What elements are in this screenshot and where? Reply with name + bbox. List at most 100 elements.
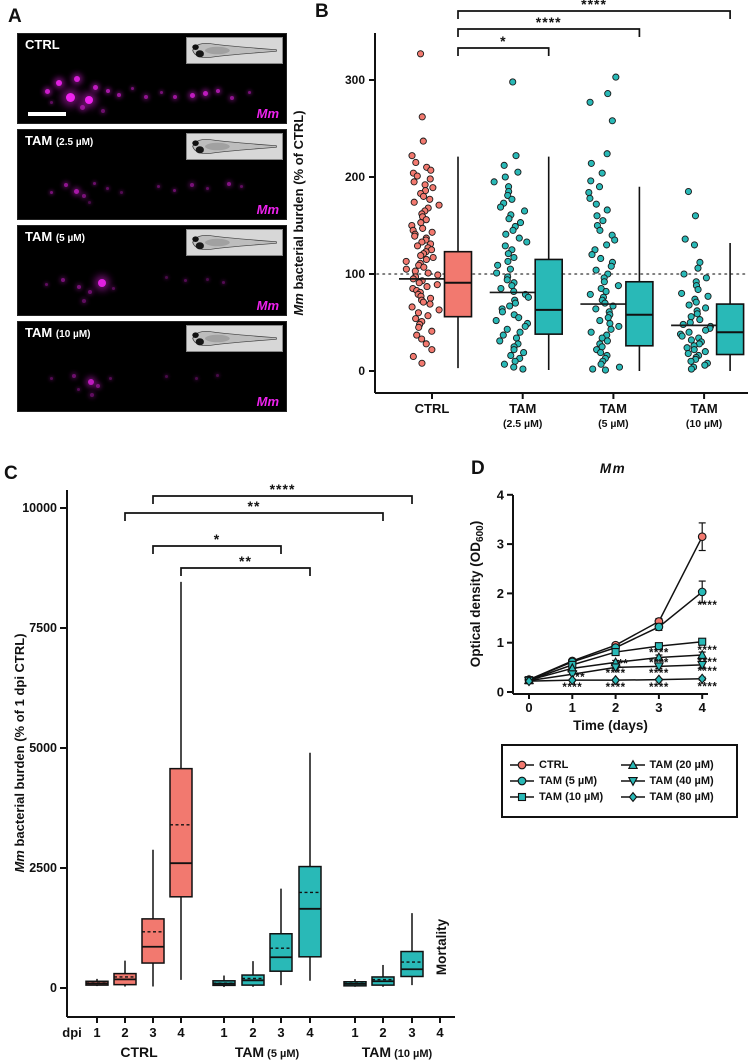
significance-stars: **	[248, 498, 261, 514]
micrograph-label: CTRL	[25, 37, 60, 52]
scatter-point	[679, 320, 687, 328]
bacteria-fluorescence-dot	[44, 89, 50, 95]
bacteria-fluorescence-dot	[106, 89, 111, 94]
legend-item-tam-40-m-: TAM (40 µM)	[620, 775, 731, 787]
significance-stars: ****	[697, 645, 717, 657]
y-tick-label: 2	[497, 586, 504, 601]
scatter-point	[500, 360, 508, 368]
scatter-point	[606, 319, 614, 328]
fish-larva-image	[187, 134, 282, 159]
significance-bracket	[457, 10, 731, 19]
scatter-point	[524, 293, 532, 301]
scatter-point	[435, 201, 443, 209]
mortality-label: Mortality	[434, 918, 449, 975]
bacteria-fluorescence-dot	[227, 181, 232, 186]
scatter-point	[413, 242, 422, 250]
bacteria-fluorescence-dot	[165, 275, 169, 279]
significance-bracket	[152, 545, 282, 554]
scatter-point	[413, 331, 421, 339]
scatter-point	[603, 206, 611, 214]
panel-c-letter: C	[4, 463, 18, 484]
scatter-point	[416, 50, 425, 58]
mm-marker-tag: Mm	[256, 298, 279, 313]
scatter-point	[603, 241, 611, 249]
bacteria-fluorescence-dot	[60, 277, 65, 282]
scatter-point	[615, 322, 623, 330]
panel-c-chart: 0 2500 5000 7500 10000 Mm bacterial burden (%…	[12, 481, 455, 1060]
scatter-point	[410, 198, 418, 206]
legend-marker-diamond	[620, 791, 645, 803]
scatter-point	[678, 332, 686, 340]
bacteria-fluorescence-dot	[101, 108, 106, 113]
dpi-tick-label: 1	[351, 1025, 358, 1040]
legend-marker-triangle-down	[620, 777, 645, 787]
box	[269, 933, 293, 972]
bacteria-fluorescence-dot	[87, 378, 94, 385]
box	[298, 865, 322, 958]
scatter-point	[520, 207, 529, 215]
scatter-point	[402, 265, 410, 273]
significance-bracket	[124, 512, 384, 521]
scatter-point	[504, 191, 512, 199]
scatter-point	[514, 168, 522, 176]
scatter-point	[492, 317, 500, 325]
legend-label: TAM (10 µM)	[539, 791, 604, 803]
legend-marker-shape	[627, 759, 638, 769]
data-point-circle	[697, 587, 707, 597]
x-axis-title: Time (days)	[573, 718, 648, 733]
scatter-point	[409, 352, 417, 361]
scatter-point	[690, 241, 699, 249]
bacteria-fluorescence-dot	[202, 90, 208, 96]
legend-item-tam-80-m-: TAM (80 µM)	[620, 791, 731, 803]
scatter-point	[600, 278, 608, 286]
scatter-point	[586, 290, 594, 298]
scatter-point	[586, 98, 594, 106]
scatter-point	[490, 178, 498, 186]
scatter-point	[505, 215, 513, 223]
scatter-point	[596, 317, 604, 325]
scatter-point	[426, 294, 435, 302]
scatter-point	[506, 302, 514, 310]
data-point-triangle-down	[610, 663, 621, 673]
box	[400, 950, 424, 978]
significance-stars: ****	[697, 600, 717, 612]
bacteria-fluorescence-dot	[93, 181, 97, 185]
x-tick-sublabel: (2.5 µM)	[503, 418, 542, 430]
fish-larva-image	[187, 326, 282, 351]
legend-marker-shape	[517, 792, 527, 802]
data-point-square	[611, 648, 620, 657]
bacteria-fluorescence-dot	[194, 377, 198, 381]
bacteria-fluorescence-dot	[50, 100, 54, 104]
scatter-point	[427, 166, 435, 174]
scatter-point	[702, 326, 710, 334]
scatter-point	[604, 90, 612, 98]
scatter-point	[415, 323, 423, 331]
fish-larva-image	[187, 38, 282, 63]
dpi-tick-label: 3	[408, 1025, 415, 1040]
bacteria-fluorescence-dot	[143, 94, 148, 99]
scatter-point	[516, 219, 525, 227]
panel-d-chart: 0 1 2 3 4 0 1 2 3 4 Time (days) Mm Optical density (…	[468, 461, 717, 733]
scatter-point	[681, 235, 689, 243]
scatter-point	[418, 238, 426, 246]
bacteria-fluorescence-dot	[106, 186, 110, 190]
scatter-point	[701, 348, 709, 356]
legend-marker-shape	[517, 776, 527, 786]
scatter-point	[510, 363, 518, 371]
legend-item-tam-10-m-: TAM (10 µM)	[509, 791, 620, 803]
x-tick-label: 4	[699, 700, 707, 715]
data-point-triangle-down	[653, 662, 665, 672]
scatter-point	[496, 337, 504, 345]
scatter-point	[519, 365, 527, 373]
significance-stars: ****	[649, 648, 669, 660]
significance-stars: ****	[581, 0, 607, 12]
x-tick-label: 2	[612, 700, 619, 715]
scatter-point	[500, 161, 508, 169]
data-point-diamond	[611, 674, 620, 686]
scatter-point	[426, 195, 434, 203]
bacteria-fluorescence-dot	[173, 94, 178, 99]
bacteria-fluorescence-dot	[189, 92, 195, 98]
significance-stars: ****	[697, 682, 717, 694]
scatter-point	[516, 328, 524, 336]
